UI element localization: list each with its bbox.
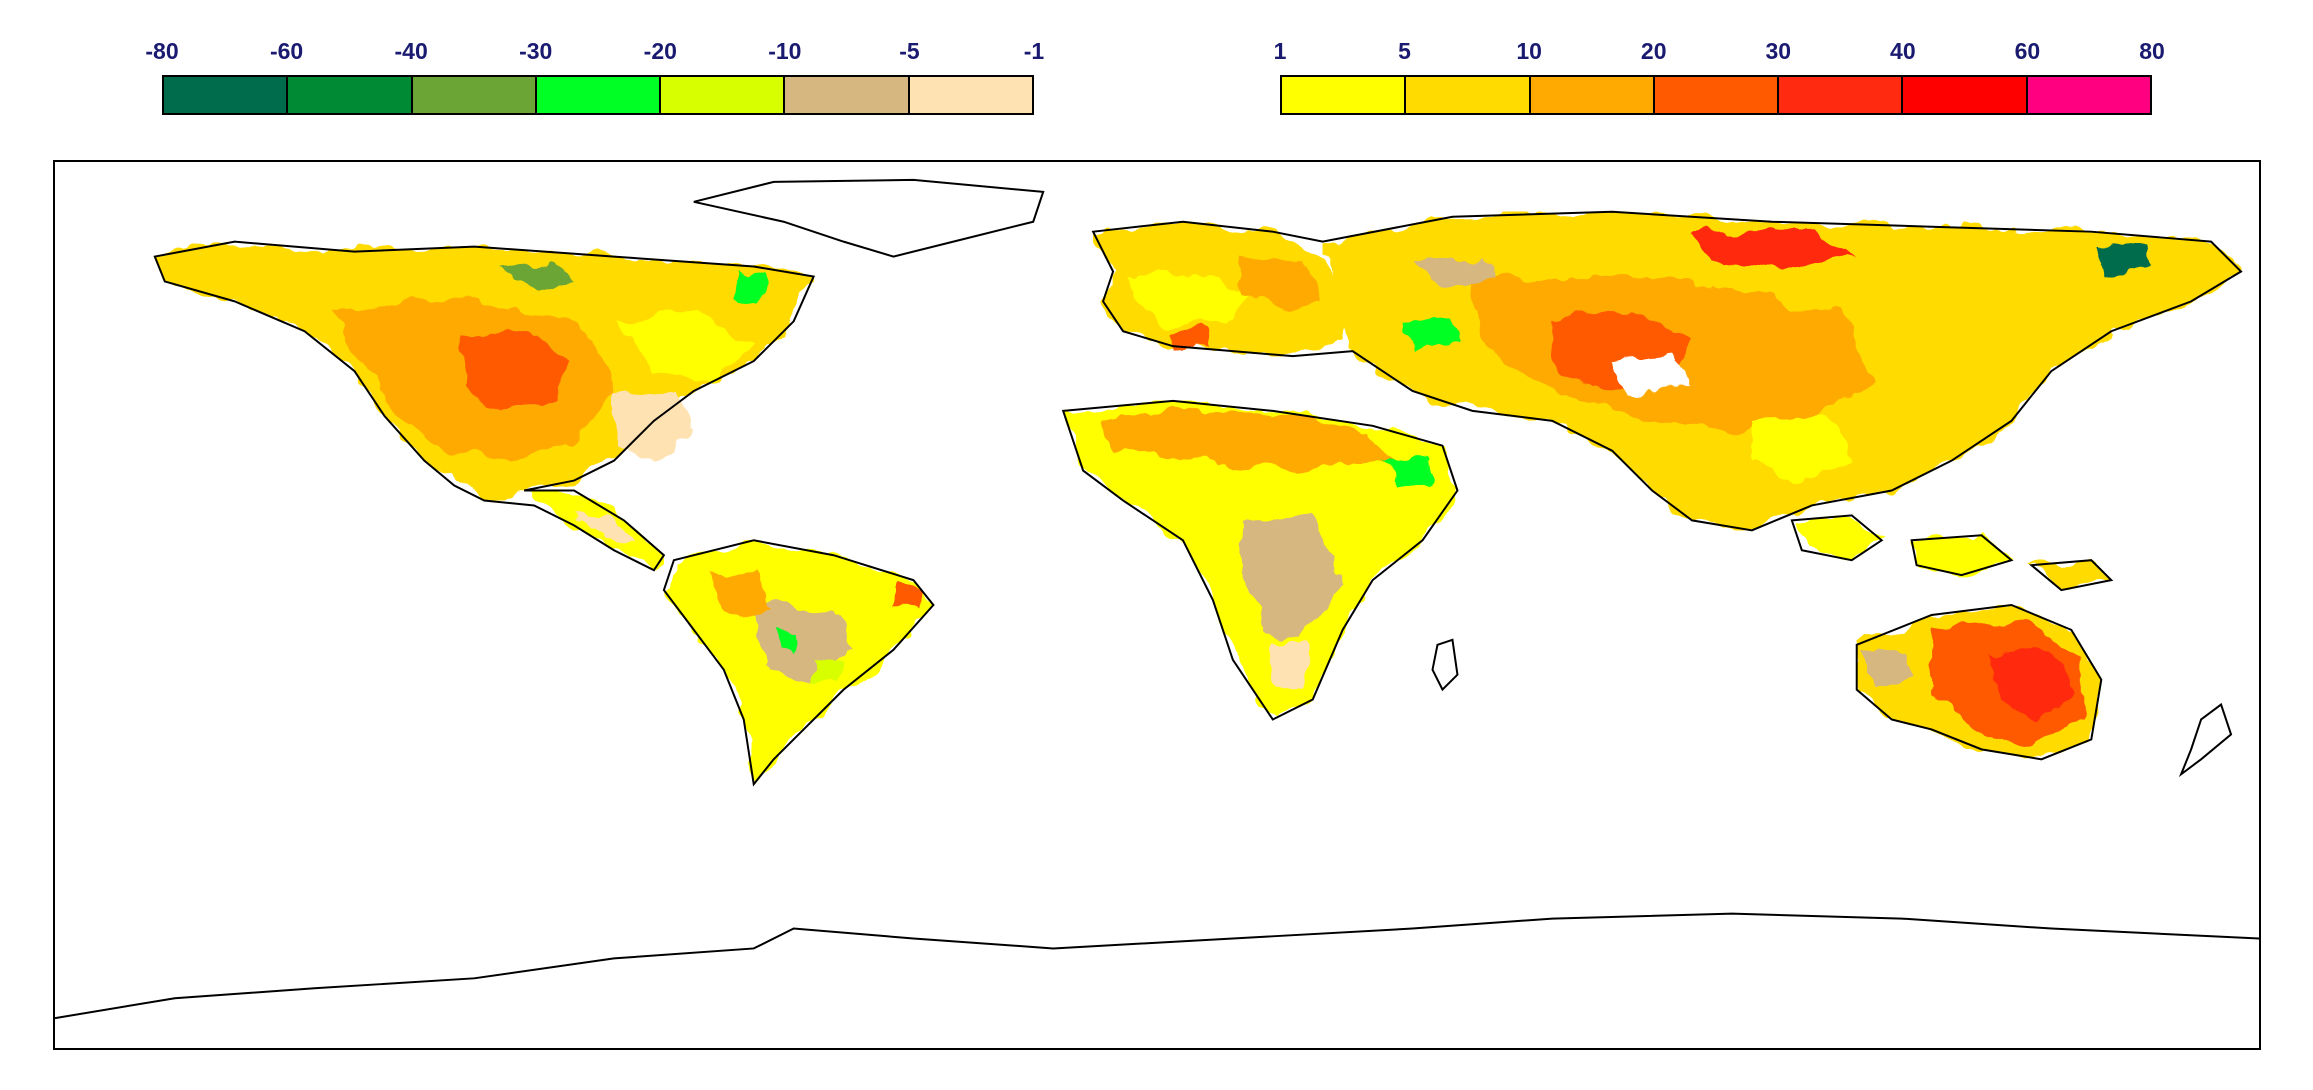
data-patch [1991,649,2072,720]
land-fill [1791,515,1882,561]
legend-negative-label: -30 [519,38,553,64]
legend-positive-swatch [1903,77,2028,113]
legend-negative-label: -40 [394,38,428,64]
legend-positive: 1 5 10 20 30 40 60 80 [1274,0,2165,120]
legend-negative-label: -80 [145,38,179,64]
region-southeast-asia [1791,515,2112,591]
legend-positive-label: 40 [1890,38,1916,64]
data-patch [1272,639,1313,690]
coastline-southeast-asia [1790,514,2114,592]
legend-negative-label: -5 [899,38,920,64]
data-patch [1103,410,1393,471]
coastline-south-america [662,539,935,787]
legend-negative-swatch [909,77,1032,113]
coastline-australia [1855,603,2103,761]
coastlines [55,178,2259,1020]
data-patch [898,585,924,610]
legend-negative-swatch [412,77,537,113]
data-patch [1232,256,1323,312]
legend-positive-swatch [1779,77,1904,113]
legend-negative-swatch [785,77,910,113]
legend-negative-colorbar [162,75,1034,115]
legend-positive-swatch [1530,77,1655,113]
coastline-antarctica [55,912,2259,1020]
legend-positive-label: 30 [1765,38,1792,64]
region-north-america [154,241,814,501]
coastline-africa [1061,399,1459,721]
data-patch [613,311,754,382]
legend-positive-label: 5 [1398,38,1411,64]
coastline-madagascar [1431,638,1459,692]
data-patch [1692,229,1852,272]
data-patch [733,271,764,302]
land-fill [524,490,664,571]
legend-negative-label: -20 [643,38,677,64]
legend-positive-label: 20 [1640,38,1667,64]
legend-positive-label: 80 [2139,38,2165,64]
legend-negative-swatch [661,77,786,113]
data-patch [1172,329,1208,350]
legend-positive-label: 10 [1516,38,1542,64]
data-patch [1382,455,1433,491]
data-patch [613,390,694,461]
data-patch [1612,356,1693,396]
legend-positive-colorbar [1280,75,2152,115]
data-patch [464,331,575,411]
world-map-canvas [55,178,2259,1020]
legend-negative-swatch [536,77,662,113]
land-fill [2031,560,2112,591]
legend-positive-label: 60 [2014,38,2041,64]
region-central-america [524,490,664,571]
data-patch [1123,271,1253,327]
legend-positive-labels: 1 5 10 20 30 40 60 80 [1274,38,2165,68]
data-patch [753,600,854,680]
coastline-new-zealand [2178,702,2233,778]
data-patch [1412,256,1493,287]
legend-negative-labels: -80 -60 -40 -30 -20 -10 -5 -1 [145,38,1044,68]
coastline-greenland [693,178,1045,258]
region-asia [1322,211,2242,531]
data-patch [1402,319,1463,347]
data-patch [703,575,774,620]
coastline-north-america [153,240,816,572]
legend-negative-swatch [164,77,289,113]
legend-negative-label: -1 [1023,38,1045,64]
data-patch [574,510,634,546]
data-patch [1861,649,1912,685]
legend-negative: -80 -60 -40 -30 -20 -10 -5 -1 [145,0,1044,120]
data-patch [2091,243,2152,274]
legend-positive-swatch [1282,77,1407,113]
legend-positive-swatch [2027,77,2150,113]
region-europe [1093,221,1353,357]
legend-negative-swatch [288,77,413,113]
world-map [53,160,2261,1050]
region-australia [1856,605,2102,760]
coastline-eurasia [1091,210,2243,532]
data-patch [813,659,844,685]
region-africa [1063,400,1458,720]
legend-negative-label: -60 [269,38,304,64]
land-fill [1911,535,2012,576]
legend-negative-label: -10 [768,38,802,64]
data-patch [1242,515,1343,640]
data-patch [1751,415,1852,481]
legend-positive-swatch [1654,77,1780,113]
legend-positive-swatch [1406,77,1531,113]
data-patch [773,629,799,655]
data-patch [499,261,575,292]
region-south-america [663,540,934,785]
legend-positive-label: 1 [1273,38,1287,64]
